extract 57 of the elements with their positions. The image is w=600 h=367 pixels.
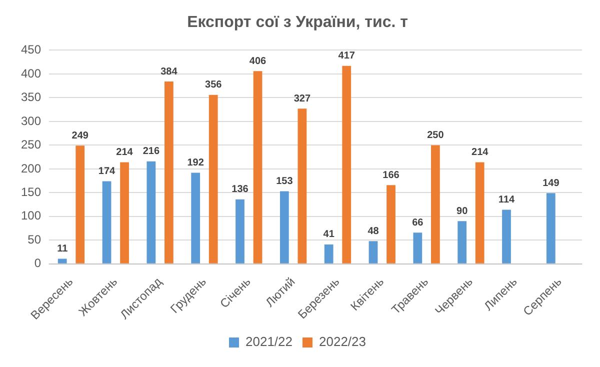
- y-tick-label: 450: [20, 42, 42, 57]
- bar: [475, 162, 484, 264]
- bar: [164, 82, 174, 264]
- data-label: 48: [368, 226, 380, 237]
- y-tick-label: 250: [20, 138, 42, 152]
- bar: [191, 172, 200, 264]
- y-tick-label: 150: [20, 185, 42, 199]
- bar: [253, 71, 262, 264]
- data-label: 214: [472, 147, 489, 158]
- bar: [324, 244, 334, 264]
- y-tick-label: 200: [20, 161, 42, 176]
- bar: [236, 199, 244, 264]
- data-label: 216: [142, 146, 160, 158]
- data-label: 250: [427, 130, 444, 141]
- y-tick-label: 300: [20, 114, 42, 128]
- data-label: 66: [412, 217, 424, 228]
- bar: [146, 161, 156, 264]
- data-label: 114: [498, 194, 515, 206]
- legend-label: 2022/23: [319, 334, 366, 350]
- bar: [413, 232, 422, 264]
- bar: [76, 146, 85, 264]
- data-label: 153: [276, 176, 294, 188]
- data-label: 214: [116, 147, 134, 158]
- y-tick-label: 0: [34, 256, 42, 270]
- data-label: 149: [542, 178, 560, 189]
- data-label: 192: [187, 157, 204, 168]
- y-tick-label: 400: [20, 66, 42, 80]
- bar: [342, 66, 352, 264]
- data-label: 249: [72, 130, 89, 142]
- data-label: 90: [456, 206, 468, 217]
- bar: [458, 221, 467, 264]
- bar: [502, 210, 511, 264]
- y-tick-label: 100: [20, 208, 42, 223]
- data-label: 406: [249, 56, 267, 67]
- data-label: 41: [323, 229, 335, 240]
- data-label: 384: [160, 66, 178, 78]
- legend-label: 2021/22: [246, 334, 293, 350]
- bar: [102, 181, 112, 264]
- bar: [58, 258, 67, 264]
- data-label: 356: [205, 80, 222, 91]
- bar: [546, 193, 556, 264]
- data-label: 174: [98, 166, 116, 178]
- y-tick-label: 350: [20, 90, 42, 104]
- bar: [368, 241, 378, 264]
- data-label: 136: [232, 184, 249, 196]
- bar: [430, 145, 440, 264]
- chart-title: Експорт сої з України, тис. т: [187, 14, 408, 32]
- bar: [298, 108, 307, 264]
- bar: [120, 162, 129, 264]
- y-tick-label: 50: [28, 232, 42, 246]
- bar: [386, 185, 396, 264]
- data-label: 166: [382, 170, 400, 181]
- data-label: 327: [294, 93, 311, 104]
- data-label: 417: [338, 50, 356, 62]
- data-label: 11: [57, 243, 68, 254]
- bar: [208, 94, 218, 264]
- bar: [280, 191, 289, 264]
